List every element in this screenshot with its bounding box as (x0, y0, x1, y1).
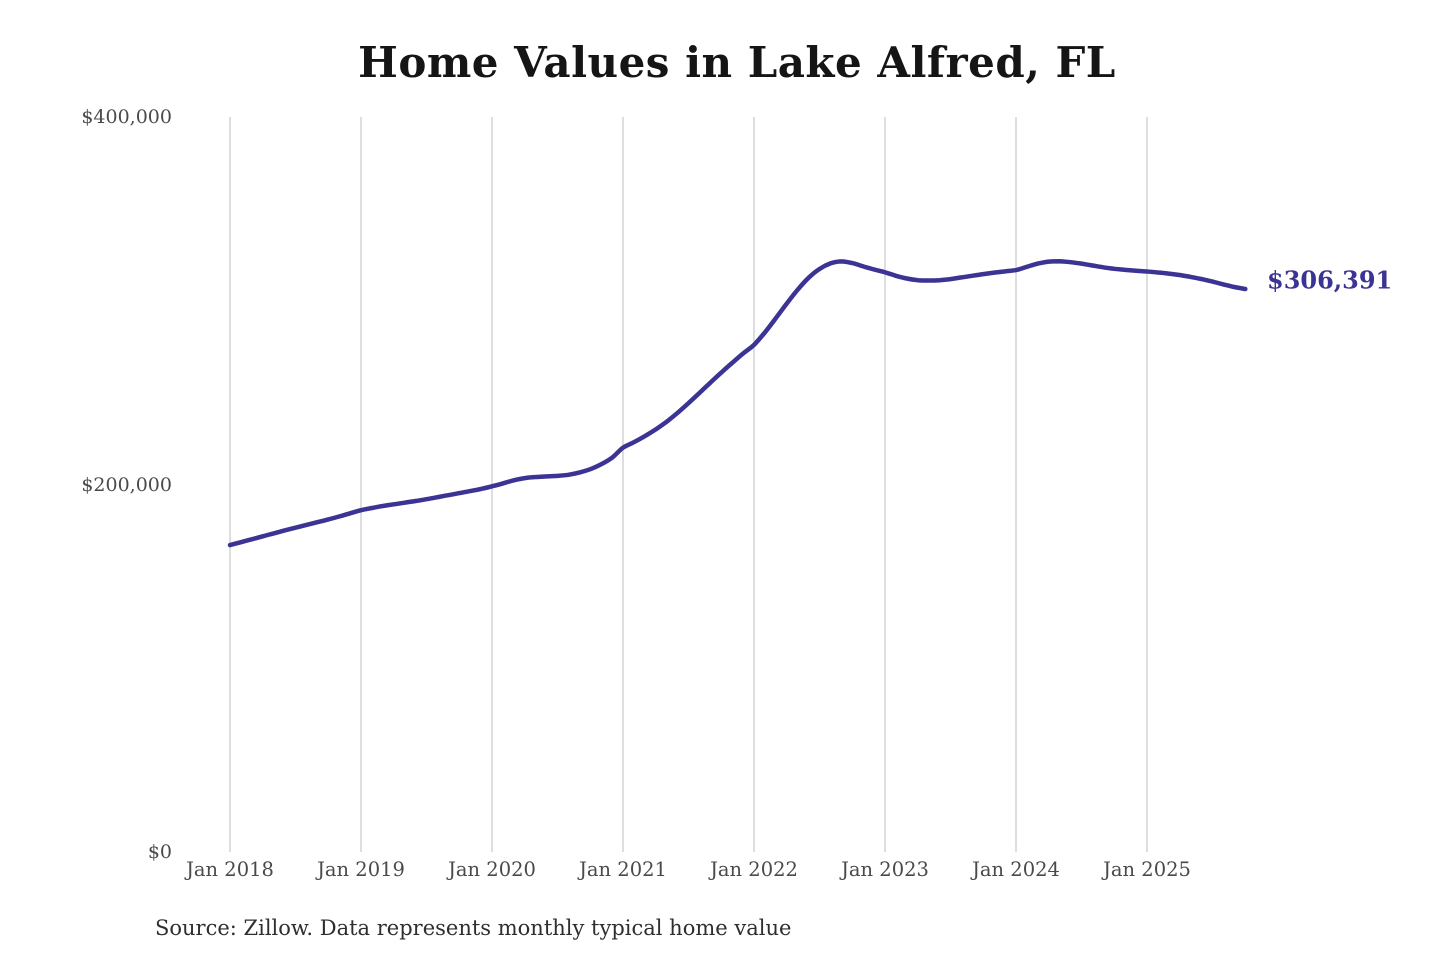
y-axis-tick-label: $400,000 (81, 106, 172, 128)
chart-title: Home Values in Lake Alfred, FL (358, 38, 1116, 87)
x-axis-tick-label: Jan 2021 (579, 858, 667, 881)
x-axis-tick-label: Jan 2024 (972, 858, 1060, 881)
home-value-line (227, 258, 1248, 548)
x-axis-tick-label: Jan 2025 (1103, 858, 1191, 881)
x-axis-tick-label: Jan 2019 (317, 858, 405, 881)
y-axis-tick-label: $200,000 (81, 474, 172, 496)
x-axis-tick-label: Jan 2018 (186, 858, 274, 881)
series-end-value-label: $306,391 (1267, 265, 1393, 295)
x-axis-tick-label: Jan 2023 (841, 858, 929, 881)
x-axis-tick-label: Jan 2020 (448, 858, 536, 881)
source-note: Source: Zillow. Data represents monthly … (155, 916, 792, 940)
y-axis-tick-label: $0 (147, 841, 172, 863)
y-axis: $400,000 $200,000 $0 (0, 0, 172, 960)
x-axis-tick-label: Jan 2022 (710, 858, 798, 881)
